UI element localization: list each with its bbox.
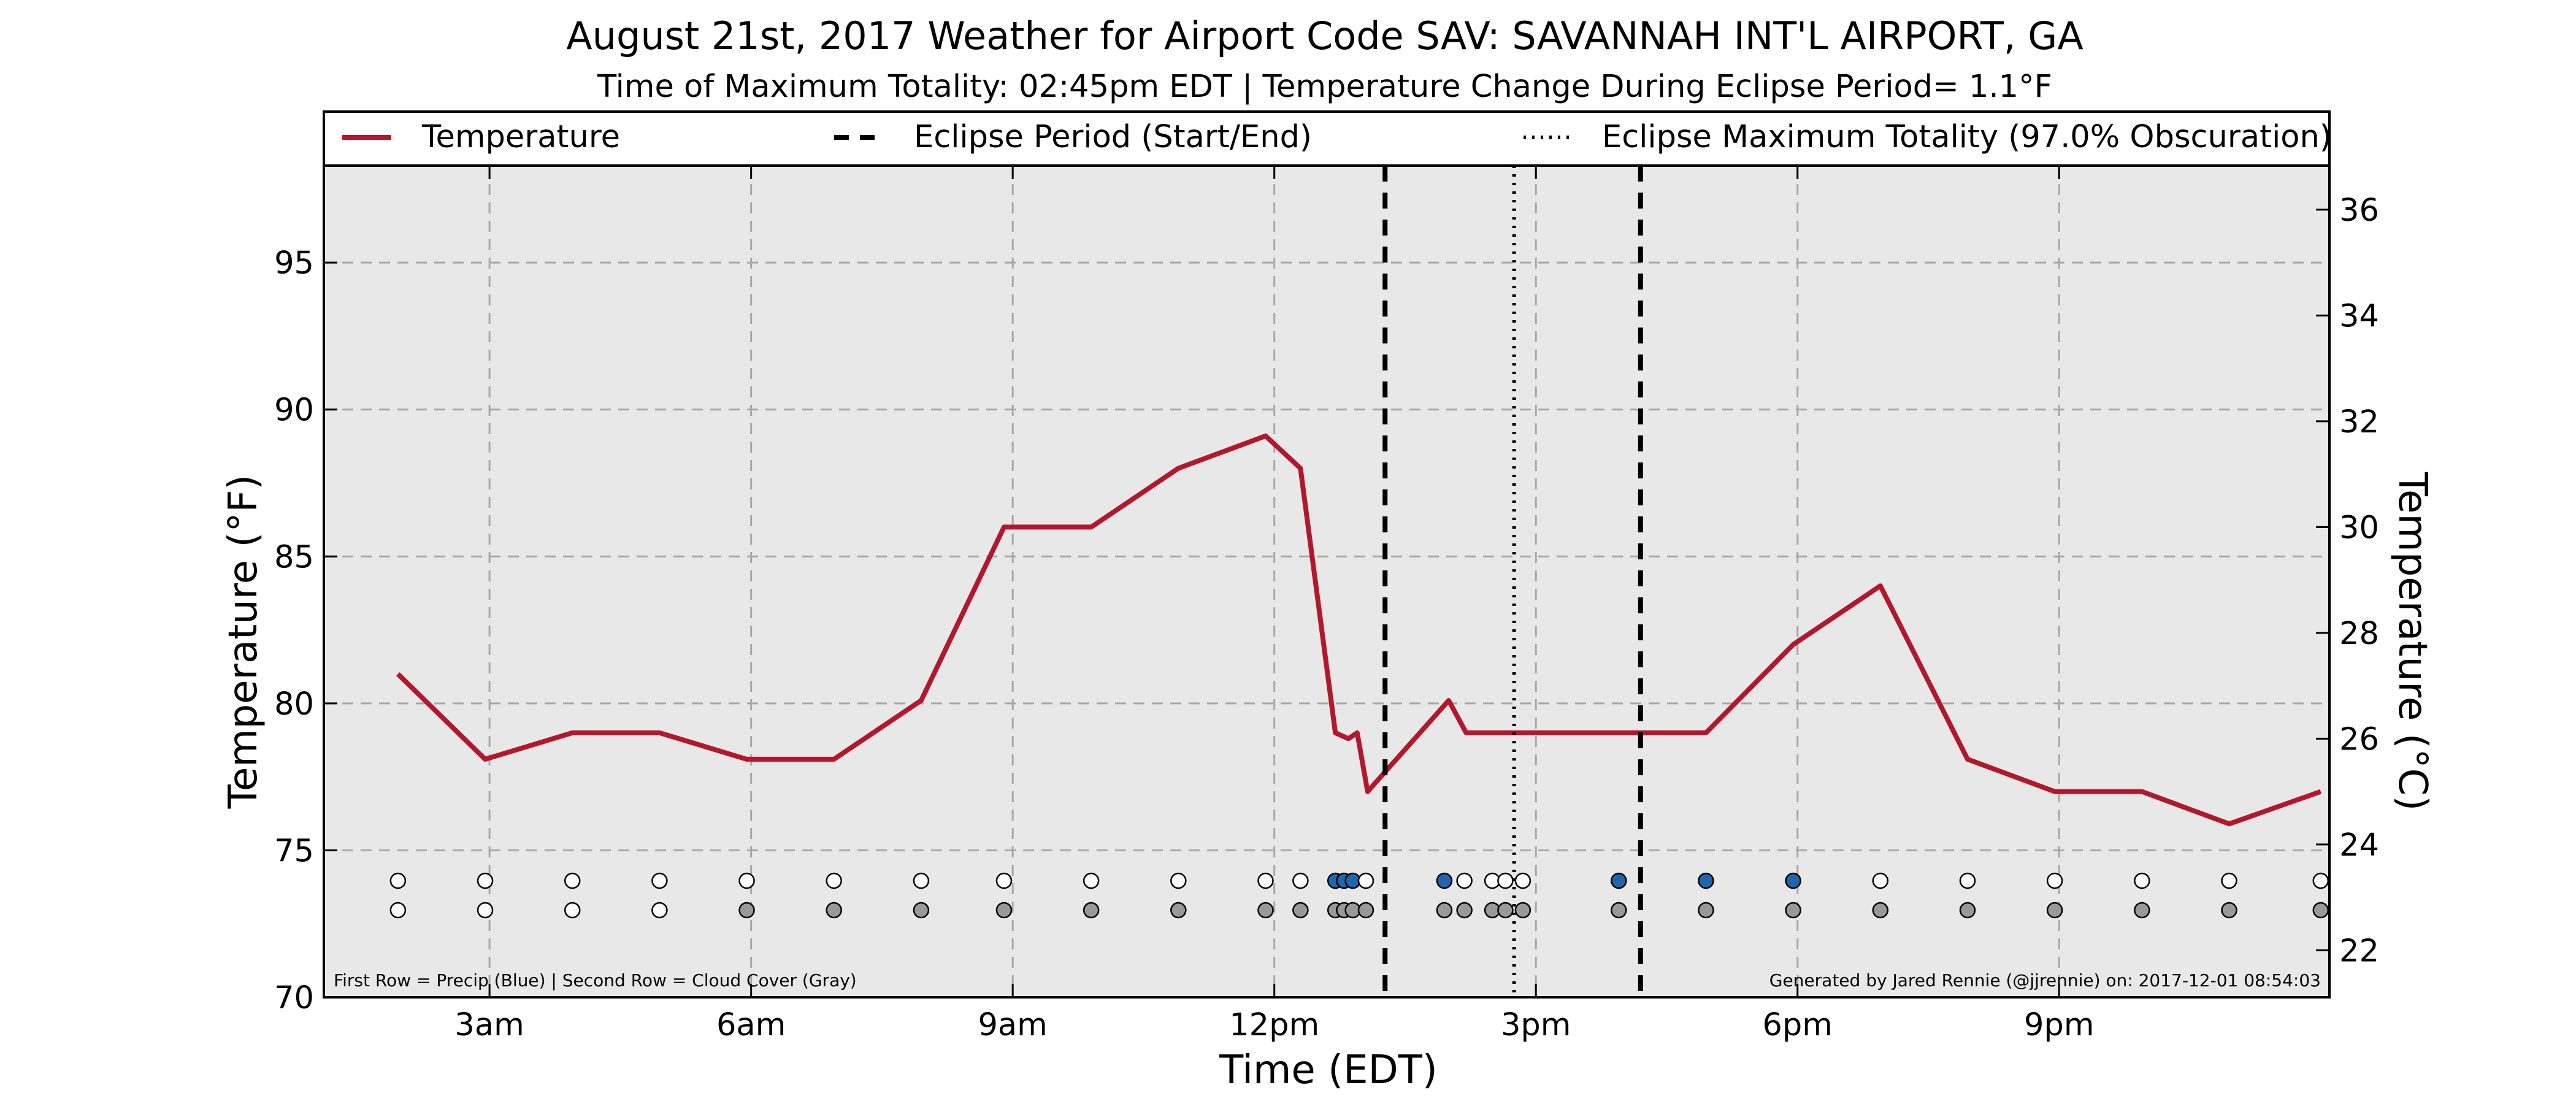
y-axis-left-label: Temperature (°F) — [221, 475, 266, 810]
cloud-cover-marker — [477, 902, 494, 919]
annotation-right: Generated by Jared Rennie (@jjrennie) on… — [1769, 970, 2321, 991]
plot-area: 3am 6am 9am 12pm 3pm 6pm 9pm 70 75 80 85 90 95 22 24 26… — [274, 164, 2379, 1043]
cloud-cover-marker — [1170, 902, 1187, 919]
legend-max-totality-label: Eclipse Maximum Totality (97.0% Obscurat… — [1602, 119, 2332, 155]
legend-temperature-label: Temperature — [421, 119, 620, 155]
x-tick-label: 12pm — [1229, 1007, 1319, 1043]
cloud-cover-marker — [995, 902, 1013, 919]
precip-marker — [1611, 872, 1627, 889]
precip-marker — [1292, 872, 1309, 889]
cloud-cover-marker — [826, 902, 842, 919]
x-tick-label: 6am — [716, 1007, 786, 1043]
cloud-cover-marker — [1959, 902, 1976, 919]
cloud-cover-marker — [389, 902, 407, 919]
precip-marker — [477, 872, 494, 889]
y-left-tick-label: 95 — [274, 245, 314, 282]
cloud-cover-marker — [2312, 902, 2329, 919]
y-left-tick-label: 70 — [274, 980, 314, 1016]
x-tick-label: 6pm — [1762, 1007, 1833, 1043]
precip-marker — [389, 872, 407, 889]
precip-marker — [1872, 872, 1889, 889]
y-right-tick-label: 22 — [2339, 933, 2379, 969]
precip-marker — [738, 872, 755, 889]
precip-marker — [1514, 872, 1531, 889]
y-right-tick-label: 34 — [2339, 298, 2379, 334]
legend: Temperature Eclipse Period (Start/End) E… — [323, 110, 2332, 167]
annotation-left: First Row = Precip (Blue) | Second Row =… — [334, 970, 857, 991]
cloud-cover-marker — [1436, 902, 1453, 919]
y-left-tick-label: 75 — [274, 833, 314, 869]
y-right-tick-label: 32 — [2339, 404, 2379, 440]
precip-marker — [1083, 872, 1100, 889]
precip-marker — [651, 872, 668, 889]
chart-subtitle: Time of Maximum Totality: 02:45pm EDT | … — [597, 69, 2052, 105]
precip-marker — [2134, 872, 2150, 889]
x-tick-label: 3am — [454, 1007, 524, 1043]
cloud-cover-marker — [1083, 902, 1100, 919]
precip-marker — [1170, 872, 1187, 889]
precip-marker — [913, 872, 930, 889]
cloud-cover-marker — [1872, 902, 1889, 919]
precip-marker — [1698, 872, 1714, 889]
precip-marker — [995, 872, 1013, 889]
x-tick-label: 9pm — [2024, 1007, 2095, 1043]
cloud-cover-marker — [1456, 902, 1473, 919]
cloud-cover-marker — [564, 902, 581, 919]
legend-eclipse-period-label: Eclipse Period (Start/End) — [914, 119, 1312, 155]
precip-marker — [1436, 872, 1453, 889]
cloud-cover-marker — [1292, 902, 1309, 919]
precip-marker — [1257, 872, 1274, 889]
cloud-cover-marker — [1514, 902, 1531, 919]
cloud-cover-marker — [2046, 902, 2063, 919]
cloud-cover-marker — [1611, 902, 1627, 919]
x-tick-label: 9am — [978, 1007, 1047, 1043]
precip-marker — [1959, 872, 1976, 889]
cloud-cover-marker — [913, 902, 930, 919]
y-right-tick-label: 36 — [2339, 193, 2379, 229]
cloud-cover-marker — [651, 902, 668, 919]
precip-marker — [564, 872, 581, 889]
precip-marker — [826, 872, 842, 889]
y-right-tick-label: 28 — [2339, 616, 2379, 652]
cloud-cover-marker — [1257, 902, 1274, 919]
x-tick-label: 3pm — [1501, 1007, 1571, 1043]
y-axis-right-label: Temperature (°C) — [2390, 472, 2435, 811]
precip-marker — [2046, 872, 2063, 889]
y-right-tick-label: 24 — [2339, 827, 2379, 864]
plot-background — [324, 166, 2329, 997]
y-left-tick-label: 90 — [274, 393, 314, 429]
y-left-tick-label: 85 — [274, 539, 314, 575]
y-left-tick-label: 80 — [274, 686, 314, 723]
precip-marker — [1785, 872, 1801, 889]
cloud-cover-marker — [1785, 902, 1801, 919]
x-axis-label: Time (EDT) — [1219, 1048, 1438, 1093]
cloud-cover-marker — [1497, 902, 1514, 919]
cloud-cover-marker — [1698, 902, 1714, 919]
precip-marker — [2221, 872, 2237, 889]
precip-marker — [1456, 872, 1473, 889]
temperature-series-line — [396, 433, 2322, 827]
cloud-cover-marker — [2221, 902, 2237, 919]
cloud-cover-marker — [2134, 902, 2150, 919]
y-right-tick-label: 30 — [2339, 510, 2379, 546]
chart-title: August 21st, 2017 Weather for Airport Co… — [566, 13, 2083, 58]
cloud-cover-marker — [1357, 902, 1374, 919]
precip-marker — [1497, 872, 1514, 889]
precip-marker — [2312, 872, 2329, 889]
legend-frame — [323, 110, 2331, 167]
y-right-tick-label: 26 — [2339, 721, 2379, 757]
precip-marker — [1357, 872, 1374, 889]
cloud-cover-marker — [738, 902, 755, 919]
